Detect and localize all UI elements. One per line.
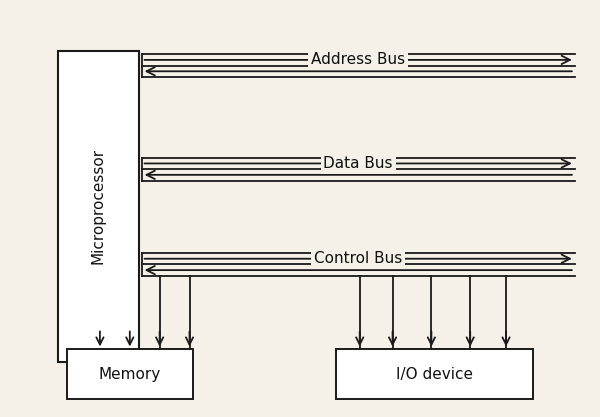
Text: Control Bus: Control Bus (314, 251, 403, 266)
Text: Address Bus: Address Bus (311, 53, 405, 68)
Bar (336, 349, 533, 399)
Text: Memory: Memory (98, 367, 161, 382)
Text: Data Bus: Data Bus (323, 156, 393, 171)
Bar (58, 51, 139, 362)
Bar (67, 349, 193, 399)
Text: Microprocessor: Microprocessor (91, 148, 106, 264)
Text: I/O device: I/O device (396, 367, 473, 382)
